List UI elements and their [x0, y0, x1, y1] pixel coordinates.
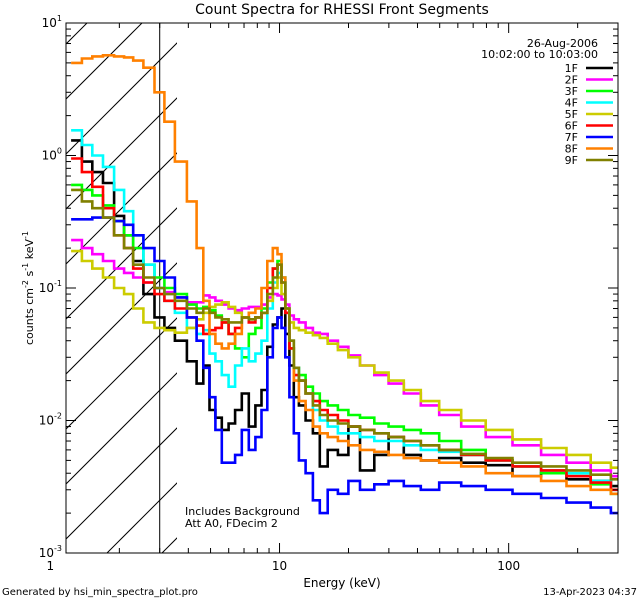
y-label-exp-3: -1 [21, 231, 30, 239]
series-7F [71, 216, 618, 515]
legend-label-3F: 3F [565, 85, 578, 98]
hatch-line-4 [66, 42, 177, 155]
hatch-line-12 [106, 482, 177, 553]
annotation-attenuator: Att A0, FDecim 2 [185, 517, 278, 530]
x-axis-label: Energy (keV) [303, 576, 380, 590]
hatch-line-2 [66, 23, 88, 45]
hatch-line-22 [610, 0, 640, 600]
axis-ticks [66, 22, 619, 554]
legend-label-1F: 1F [565, 62, 578, 75]
series-9F [71, 188, 618, 481]
y-tick-label-0: 10-3 [39, 544, 62, 560]
y-label-exp-1: -2 [21, 280, 30, 288]
y-tick-label-1: 10-2 [39, 412, 62, 428]
legend-label-6F: 6F [565, 120, 578, 133]
chart-title: Count Spectra for RHESSI Front Segments [195, 2, 489, 18]
series-8F [71, 54, 618, 496]
series-lines [71, 54, 618, 515]
x-tick-label-0: 1 [47, 559, 55, 573]
x-tick-label-2: 100 [497, 559, 520, 573]
legend-label-4F: 4F [565, 97, 578, 110]
y-tick-label-2: 10-1 [39, 279, 62, 295]
y-tick-label-4: 101 [42, 14, 62, 30]
legend-label-2F: 2F [565, 74, 578, 87]
hatch-line-11 [66, 427, 177, 540]
time-range: 10:02:00 to 10:03:00 [481, 48, 598, 61]
footer-timestamp: 13-Apr-2023 04:37 [543, 587, 637, 598]
footer-generator: Generated by hsi_min_spectra_plot.pro [2, 587, 198, 598]
y-label-part-2: s [23, 270, 36, 279]
y-tick-label-3: 100 [42, 147, 62, 163]
y-axis-label: counts cm-2 s-1 keV-1 [21, 231, 36, 345]
hatch-line-7 [66, 207, 177, 320]
legend-label-8F: 8F [565, 143, 578, 156]
y-label-exp-2: -1 [21, 263, 30, 271]
hatch-line-5 [66, 97, 177, 210]
legend-label-7F: 7F [565, 131, 578, 144]
y-label-part-1: counts cm [23, 288, 36, 345]
axis-tick-labels: 1 10 100 10-3 10-2 10-1 100 101 [39, 14, 520, 573]
hatch-line-8 [66, 262, 177, 375]
legend-label-9F: 9F [565, 154, 578, 167]
x-tick-label-1: 10 [272, 559, 287, 573]
plot-frame [65, 22, 619, 554]
observation-date: 26-Aug-2006 [527, 37, 598, 50]
y-label-part-3: keV [23, 239, 36, 263]
annotation-background: Includes Background [185, 505, 300, 518]
legend-label-5F: 5F [565, 108, 578, 121]
series-5F [71, 249, 618, 469]
